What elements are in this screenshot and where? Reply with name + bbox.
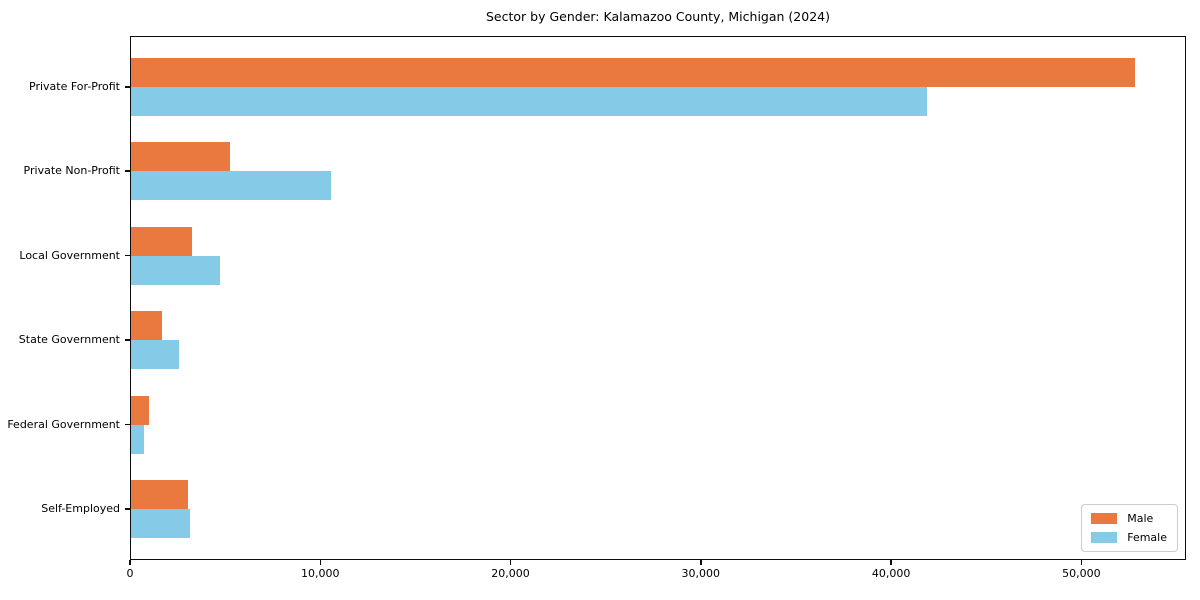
y-axis-label-1: Private Non-Profit — [23, 164, 120, 178]
x-axis-tick-label-0: 0 — [126, 567, 134, 580]
bar-female-3 — [130, 340, 179, 370]
x-axis-tick — [129, 560, 131, 565]
bar-male-1 — [130, 142, 230, 172]
y-axis-tick — [125, 508, 130, 510]
y-axis-tick — [125, 170, 130, 172]
plot-area: Male Female — [130, 36, 1186, 560]
y-axis-label-0: Private For-Profit — [29, 80, 120, 93]
bar-female-1 — [130, 171, 331, 201]
legend-item-male: Male — [1091, 512, 1167, 525]
legend-item-female: Female — [1091, 531, 1167, 544]
y-axis-label-3: State Government — [18, 333, 120, 347]
x-axis-tick-label-3: 30,000 — [681, 567, 721, 580]
chart-title: Sector by Gender: Kalamazoo County, Mich… — [486, 9, 830, 24]
y-axis-label-5: Self-Employed — [41, 502, 120, 515]
legend: Male Female — [1081, 504, 1178, 552]
bar-female-5 — [130, 509, 190, 538]
x-axis-tick-label-5: 50,000 — [1062, 567, 1101, 580]
bar-male-4 — [130, 395, 149, 425]
bar-female-0 — [130, 87, 928, 116]
y-axis-tick — [125, 339, 130, 341]
x-axis-tick — [890, 560, 892, 565]
bar-female-2 — [130, 255, 220, 285]
bar-male-0 — [130, 58, 1135, 87]
y-axis-tick — [125, 86, 130, 88]
y-axis-tick — [125, 254, 130, 257]
female-legend-label: Female — [1127, 531, 1167, 544]
y-axis-label-2: Local Government — [19, 248, 120, 262]
male-legend-label: Male — [1127, 512, 1154, 525]
bar-male-5 — [130, 480, 188, 509]
bar-male-3 — [130, 311, 162, 341]
x-axis-tick-label-1: 10,000 — [301, 567, 340, 580]
x-axis-tick — [509, 560, 512, 565]
bar-female-4 — [130, 424, 145, 454]
female-legend-swatch — [1091, 532, 1118, 543]
male-legend-swatch — [1091, 513, 1118, 524]
x-axis-tick-label-4: 40,000 — [871, 567, 911, 580]
x-axis-tick-label-2: 20,000 — [491, 567, 530, 580]
x-axis-tick — [1080, 560, 1083, 565]
y-axis-tick — [125, 423, 130, 426]
x-axis-tick — [700, 560, 702, 565]
x-axis-tick — [319, 560, 322, 565]
bar-male-2 — [130, 226, 192, 256]
y-axis-label-4: Federal Government — [7, 417, 120, 431]
